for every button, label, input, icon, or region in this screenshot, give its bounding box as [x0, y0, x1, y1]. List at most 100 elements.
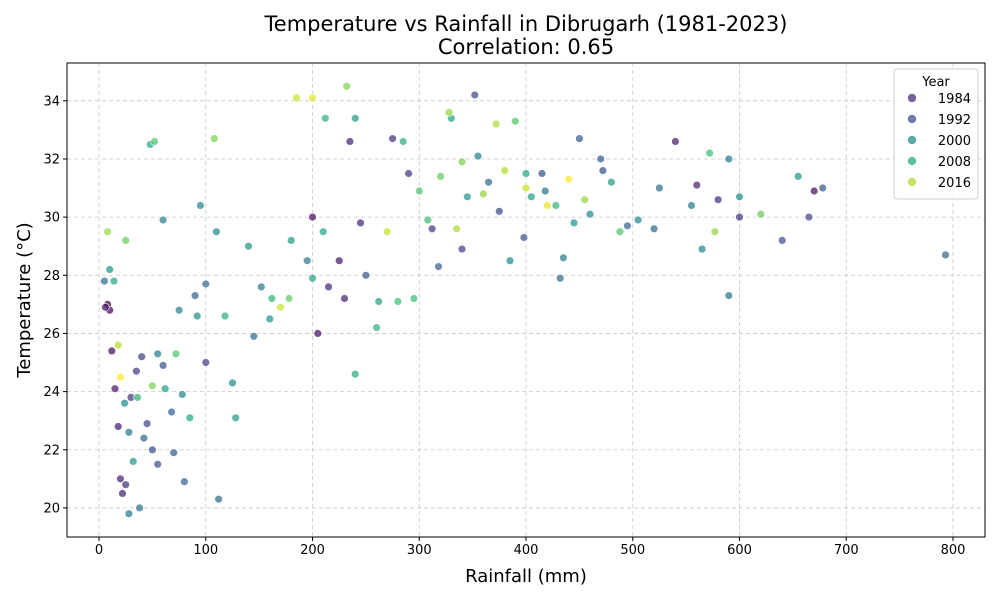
data-point: [193, 311, 202, 321]
x-axis-ticks: 0 100 200 300 400 500 600 700 800: [95, 537, 966, 558]
data-point: [457, 244, 467, 254]
data-point: [436, 172, 445, 181]
data-point: [374, 297, 383, 306]
data-point: [118, 489, 127, 498]
grid-lines: [67, 63, 985, 537]
data-point: [284, 294, 294, 303]
legend-marker: [907, 177, 917, 187]
data-point: [735, 212, 744, 222]
data-point: [457, 157, 467, 167]
x-tick-label: 700: [834, 543, 859, 558]
y-tick-label: 20: [43, 501, 60, 516]
data-point: [484, 178, 493, 187]
data-point: [399, 137, 408, 146]
data-point: [158, 215, 168, 225]
data-point: [361, 271, 371, 280]
data-point: [303, 256, 312, 265]
data-point: [383, 227, 392, 236]
data-point: [169, 448, 178, 457]
data-point: [809, 186, 819, 196]
y-axis-ticks: 20 22 24 26 28 30 32 34: [43, 94, 67, 516]
data-point: [133, 393, 142, 402]
data-point: [201, 279, 211, 289]
data-point: [265, 314, 274, 324]
data-point: [124, 428, 134, 437]
data-point: [427, 224, 437, 234]
data-point: [201, 358, 211, 367]
data-point: [511, 116, 520, 126]
data-point: [345, 137, 355, 146]
data-point: [120, 399, 129, 408]
data-point: [121, 236, 130, 245]
data-point: [129, 457, 138, 466]
data-point: [342, 82, 351, 91]
data-point: [941, 250, 950, 260]
data-point: [228, 378, 237, 388]
data-point: [150, 137, 159, 146]
data-point: [308, 274, 317, 283]
chart-title: Temperature vs Rainfall in Dibrugarh (19…: [264, 12, 788, 36]
data-point: [190, 291, 200, 300]
data-point: [340, 294, 349, 303]
y-tick-label: 28: [43, 269, 60, 284]
data-point: [158, 361, 168, 370]
x-tick-label: 0: [95, 543, 103, 558]
data-point: [109, 276, 119, 286]
legend-title: Year: [921, 75, 950, 90]
data-point: [113, 422, 123, 431]
chart-subtitle: Correlation: 0.65: [438, 35, 614, 59]
data-point: [287, 236, 296, 245]
legend-marker: [907, 156, 917, 166]
data-point: [185, 413, 195, 422]
legend: Year 1984 1992 2000 2008 2016: [893, 68, 979, 200]
data-point: [705, 148, 714, 158]
legend-label: 2016: [938, 176, 971, 191]
data-point: [121, 480, 130, 489]
data-point: [505, 256, 515, 265]
data-point: [220, 311, 230, 321]
data-point: [710, 227, 720, 236]
data-point: [519, 233, 529, 242]
data-point: [308, 212, 317, 222]
data-point: [521, 169, 531, 178]
data-point: [210, 134, 219, 143]
legend-marker: [907, 93, 917, 103]
data-point: [804, 212, 814, 222]
y-tick-label: 32: [43, 152, 60, 167]
data-point: [607, 178, 616, 187]
data-point: [153, 349, 162, 358]
data-point: [818, 183, 827, 193]
data-point: [735, 192, 744, 202]
data-point: [655, 183, 664, 193]
data-point: [491, 119, 501, 129]
data-point: [388, 134, 397, 143]
data-point: [161, 384, 170, 393]
data-point: [724, 154, 733, 164]
legend-marker: [907, 114, 917, 124]
data-point: [351, 370, 360, 379]
y-tick-label: 22: [43, 443, 60, 458]
data-point: [393, 297, 403, 306]
data-point: [543, 201, 552, 210]
data-point: [564, 175, 573, 184]
data-point: [116, 474, 125, 483]
y-tick-label: 34: [43, 94, 60, 109]
data-point: [167, 407, 176, 417]
data-point: [697, 244, 707, 254]
legend-entries: 1984 1992 2000 2008 2016: [907, 92, 971, 191]
data-point: [537, 169, 547, 178]
data-point: [244, 242, 253, 251]
data-point: [139, 433, 149, 443]
data-point: [598, 166, 608, 175]
data-point: [756, 210, 765, 219]
data-point: [276, 303, 285, 312]
x-tick-label: 500: [620, 543, 645, 558]
y-tick-label: 24: [43, 385, 60, 400]
y-axis-label: Temperature (°C): [14, 222, 35, 378]
data-point: [148, 381, 157, 390]
data-point: [555, 274, 565, 283]
x-tick-label: 400: [514, 543, 539, 558]
x-tick-label: 800: [941, 543, 966, 558]
data-point: [257, 282, 266, 292]
data-point: [178, 390, 187, 399]
